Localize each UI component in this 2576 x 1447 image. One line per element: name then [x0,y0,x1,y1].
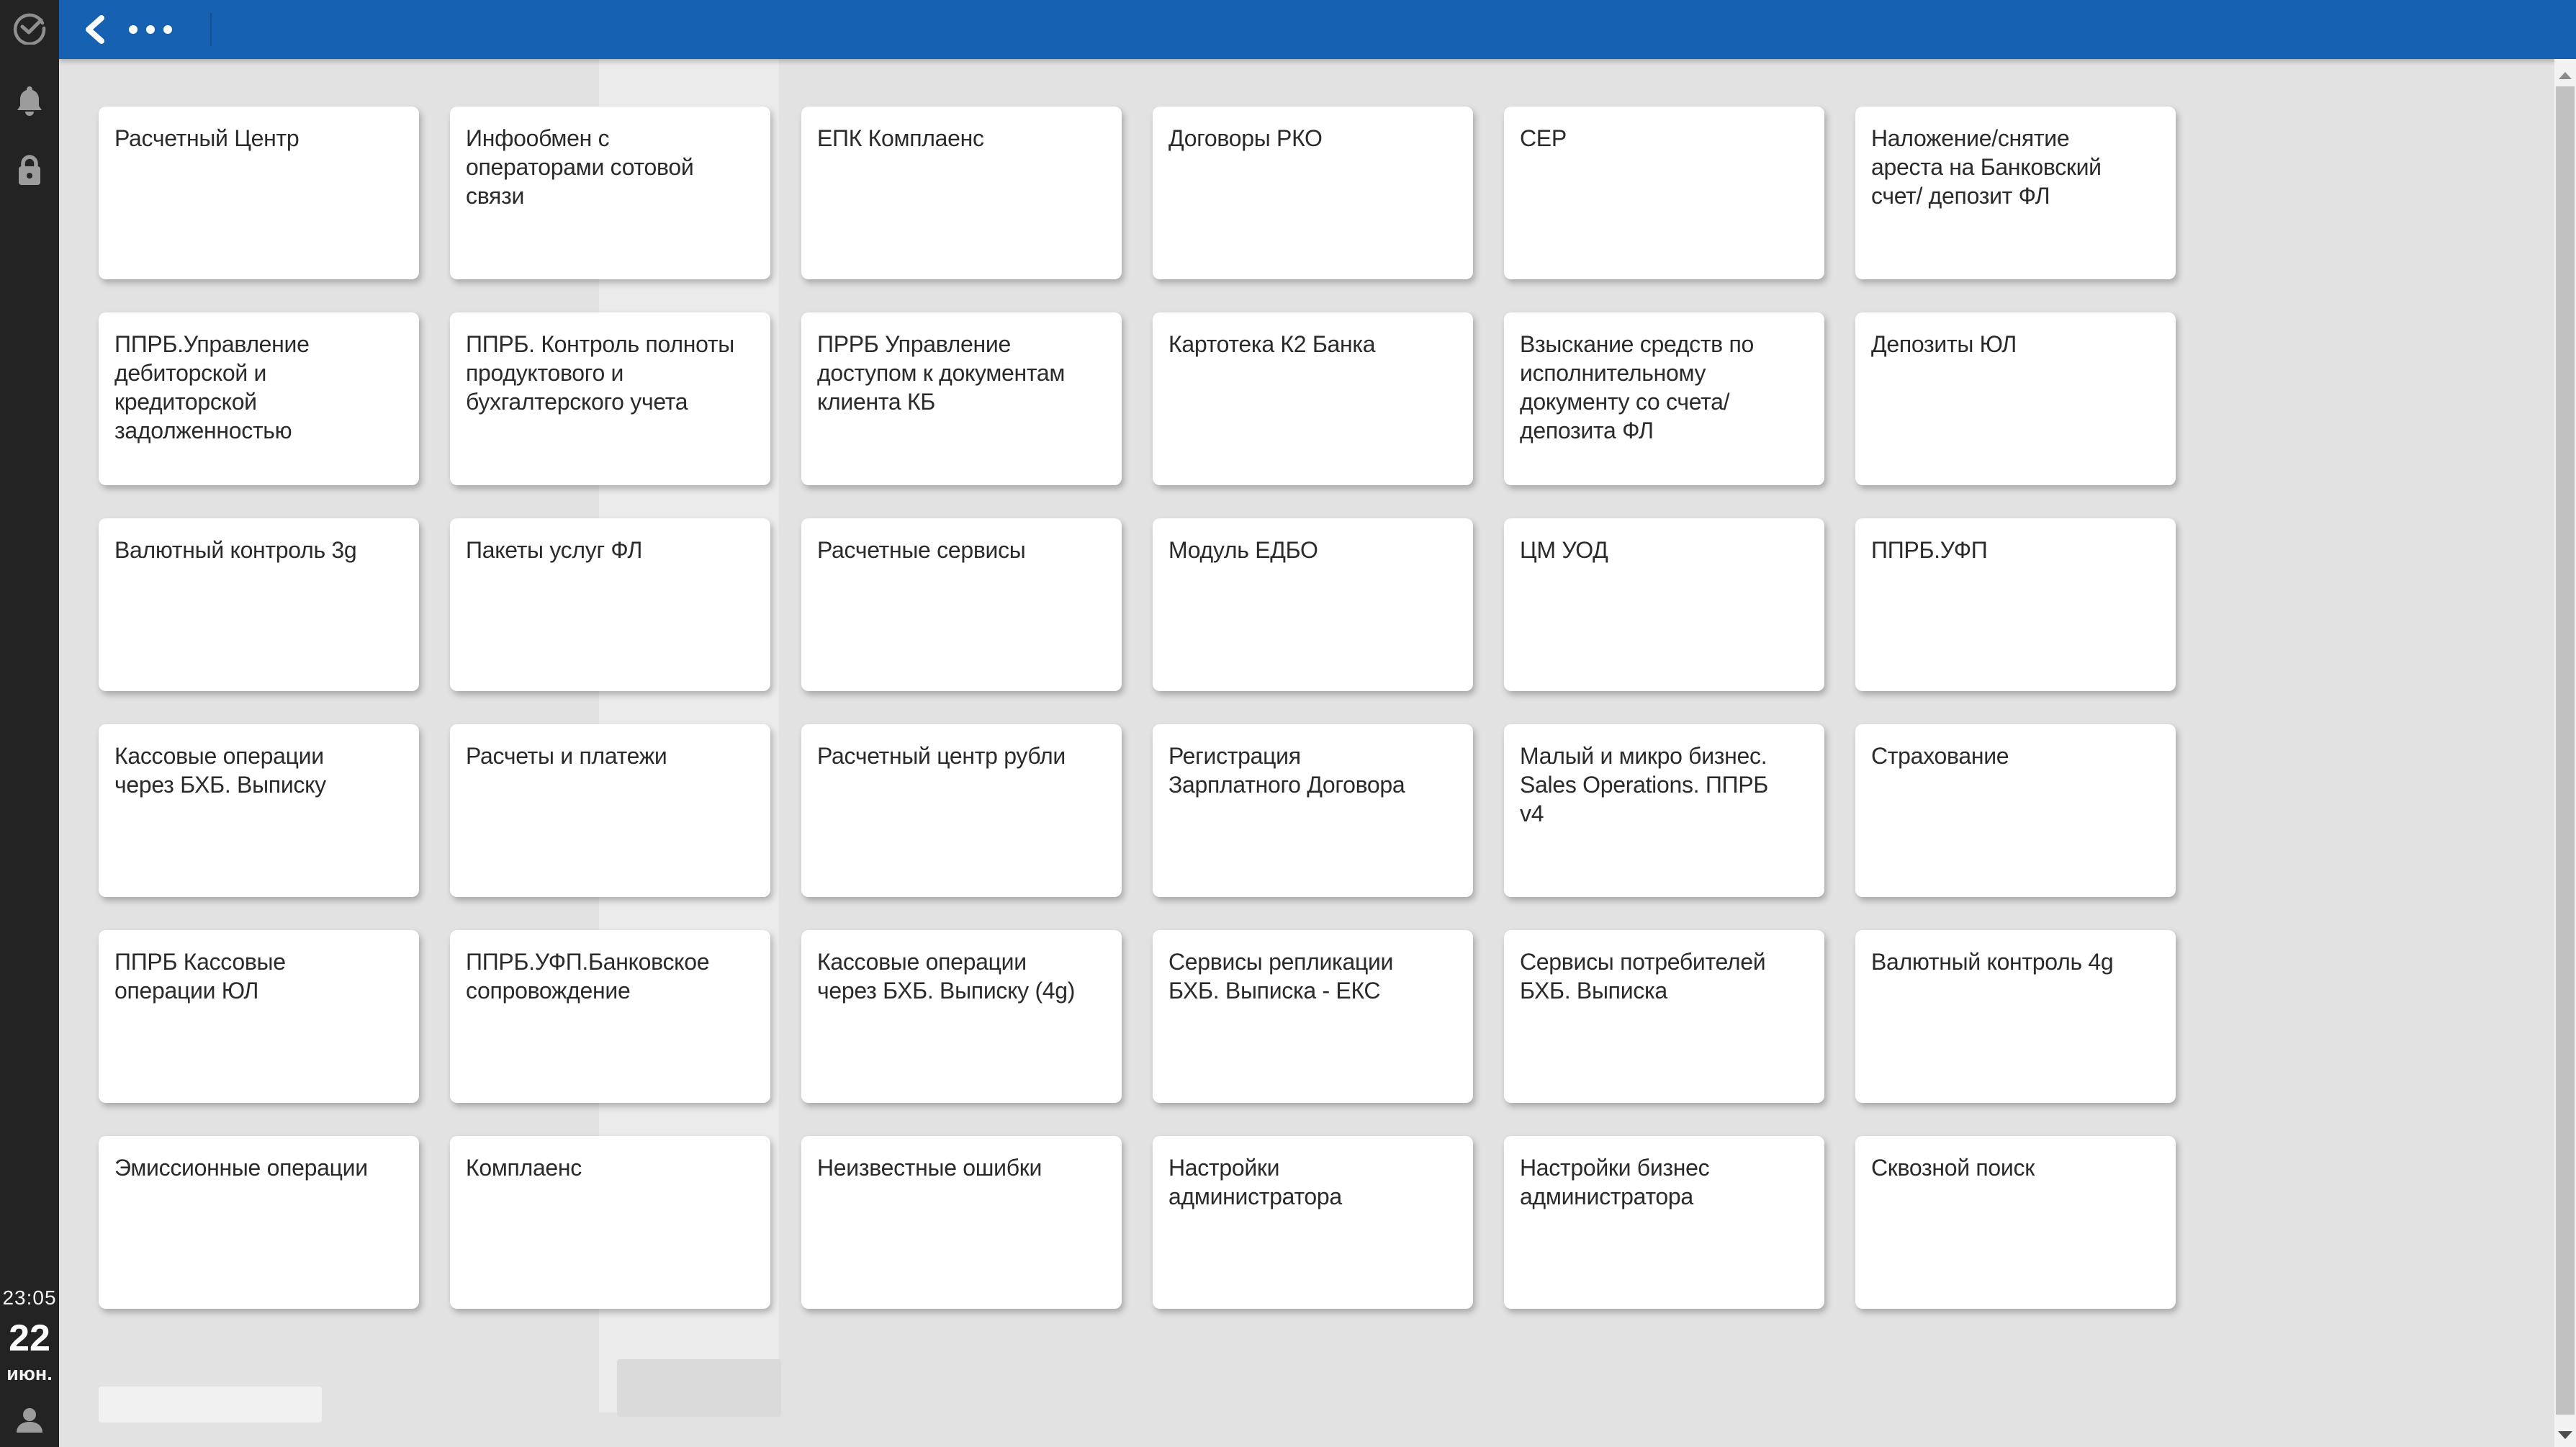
tile-label: ППРБ.УФП [1871,537,1988,563]
tile-label: Настройки бизнес администратора [1520,1155,1710,1209]
date-month: июн. [6,1363,53,1384]
app-tile[interactable]: Инфообмен с операторами сотовой связи [450,107,770,279]
app-tile[interactable]: Депозиты ЮЛ [1855,312,2176,485]
app-tile[interactable]: СЕР [1504,107,1824,279]
tile-label: Расчеты и платежи [466,743,667,769]
app-tile[interactable]: ППРБ Кассовые операции ЮЛ [99,930,419,1103]
tile-grid: Расчетный Центр Инфообмен с операторами … [99,107,2176,1309]
left-sidebar: 23:05 22 июн. [0,0,59,1447]
app-tile[interactable]: Пакеты услуг ФЛ [450,518,770,691]
back-chevron-icon [86,15,104,44]
vertical-scrollbar[interactable] [2554,59,2576,1447]
app-tile[interactable]: Эмиссионные операции [99,1136,419,1309]
app-tile[interactable]: Настройки администратора [1153,1136,1473,1309]
scroll-up-arrow-icon [2559,72,2572,79]
tile-label: Регистрация Зарплатного Договора [1168,743,1405,798]
app-tile[interactable]: Кассовые операции через БХБ. Выписку (4g… [801,930,1122,1103]
tile-label: Модуль ЕДБО [1168,537,1318,563]
topbar-divider [210,13,212,46]
app-tile[interactable]: Расчеты и платежи [450,724,770,897]
tile-label: Неизвестные ошибки [817,1155,1042,1181]
tile-label: Настройки администратора [1168,1155,1342,1209]
tile-label: Инфообмен с операторами сотовой связи [466,125,694,209]
app-tile[interactable]: Договоры РКО [1153,107,1473,279]
app-tile[interactable]: Малый и микро бизнес. Sales Operations. … [1504,724,1824,897]
tile-label: Валютный контроль 3g [114,537,357,563]
app-tile[interactable]: Модуль ЕДБО [1153,518,1473,691]
drag-ghost-rect [99,1387,322,1423]
app-tile[interactable]: ППРБ. Контроль полноты продуктового и бу… [450,312,770,485]
tile-label: Кассовые операции через БХБ. Выписку (4g… [817,949,1076,1004]
back-button[interactable] [82,14,107,45]
tile-label: ЕПК Комплаенс [817,125,984,151]
app-tile[interactable]: Взыскание средств по исполнительному док… [1504,312,1824,485]
bell-icon[interactable] [0,85,59,117]
lock-icon[interactable] [0,154,59,187]
app-tile[interactable]: Наложение/снятие ареста на Банковский сч… [1855,107,2176,279]
app-tile[interactable]: Расчетные сервисы [801,518,1122,691]
tile-label: ЦМ УОД [1520,537,1608,563]
app-tile[interactable]: Валютный контроль 3g [99,518,419,691]
more-menu-button[interactable] [127,23,174,36]
tile-label: Сервисы потребителей БХБ. Выписка [1520,949,1766,1004]
app-tile[interactable]: Сервисы репликации БХБ. Выписка - ЕКС [1153,930,1473,1103]
tile-label: Расчетный Центр [114,125,300,151]
app-tile[interactable]: Регистрация Зарплатного Договора [1153,724,1473,897]
tile-label: Сквозной поиск [1871,1155,2035,1181]
tile-label: Пакеты услуг ФЛ [466,537,643,563]
content-area: Расчетный Центр Инфообмен с операторами … [59,59,2554,1447]
user-icon[interactable] [0,1404,59,1437]
scrollbar-thumb[interactable] [2556,86,2575,1415]
app-tile[interactable]: Неизвестные ошибки [801,1136,1122,1309]
tile-label: ППРБ Кассовые операции ЮЛ [114,949,286,1004]
tile-label: Страхование [1871,743,2009,769]
app-tile[interactable]: ППРБ.Управление дебиторской и кредиторск… [99,312,419,485]
app-tile[interactable]: Кассовые операции через БХБ. Выписку [99,724,419,897]
date-day: 22 [9,1317,50,1359]
tile-label: ПРРБ Управление доступом к документам кл… [817,331,1066,415]
tile-label: Взыскание средств по исполнительному док… [1520,331,1754,443]
scroll-up-button[interactable] [2554,66,2576,85]
tile-label: Расчетный центр рубли [817,743,1066,769]
app-tile[interactable]: Комплаенс [450,1136,770,1309]
app-tile[interactable]: ПРРБ Управление доступом к документам кл… [801,312,1122,485]
app-tile[interactable]: Расчетный центр рубли [801,724,1122,897]
app-tile[interactable]: Расчетный Центр [99,107,419,279]
tile-label: СЕР [1520,125,1567,151]
tile-label: Комплаенс [466,1155,582,1181]
tile-label: ППРБ.Управление дебиторской и кредиторск… [114,331,310,443]
tile-label: Валютный контроль 4g [1871,949,2114,975]
app-tile[interactable]: Страхование [1855,724,2176,897]
tile-label: Малый и микро бизнес. Sales Operations. … [1520,743,1768,826]
app-tile[interactable]: Картотека К2 Банка [1153,312,1473,485]
drag-ghost-rect [617,1359,781,1417]
scroll-down-button[interactable] [2554,1425,2576,1444]
app-tile[interactable]: Настройки бизнес администратора [1504,1136,1824,1309]
app-tile[interactable]: Валютный контроль 4g [1855,930,2176,1103]
app-tile[interactable]: ППРБ.УФП.Банковское сопровождение [450,930,770,1103]
app-tile[interactable]: Сквозной поиск [1855,1136,2176,1309]
logo-check-circle-icon [0,12,59,45]
tile-label: Наложение/снятие ареста на Банковский сч… [1871,125,2102,209]
more-dots-icon [129,25,172,34]
tile-label: Сервисы репликации БХБ. Выписка - ЕКС [1168,949,1394,1004]
tile-label: Кассовые операции через БХБ. Выписку [114,743,326,798]
tile-label: Депозиты ЮЛ [1871,331,2017,357]
tile-label: ППРБ.УФП.Банковское сопровождение [466,949,710,1004]
tile-label: Расчетные сервисы [817,537,1026,563]
clock-time: 23:05 [2,1286,57,1309]
app-tile[interactable]: ЕПК Комплаенс [801,107,1122,279]
tile-label: ППРБ. Контроль полноты продуктового и бу… [466,331,734,415]
app-tile[interactable]: ППРБ.УФП [1855,518,2176,691]
app-tile[interactable]: Сервисы потребителей БХБ. Выписка [1504,930,1824,1103]
tile-label: Договоры РКО [1168,125,1323,151]
top-bar [59,0,2576,59]
tile-label: Картотека К2 Банка [1168,331,1376,357]
scroll-down-arrow-icon [2558,1430,2572,1439]
tile-label: Эмиссионные операции [114,1155,368,1181]
app-tile[interactable]: ЦМ УОД [1504,518,1824,691]
